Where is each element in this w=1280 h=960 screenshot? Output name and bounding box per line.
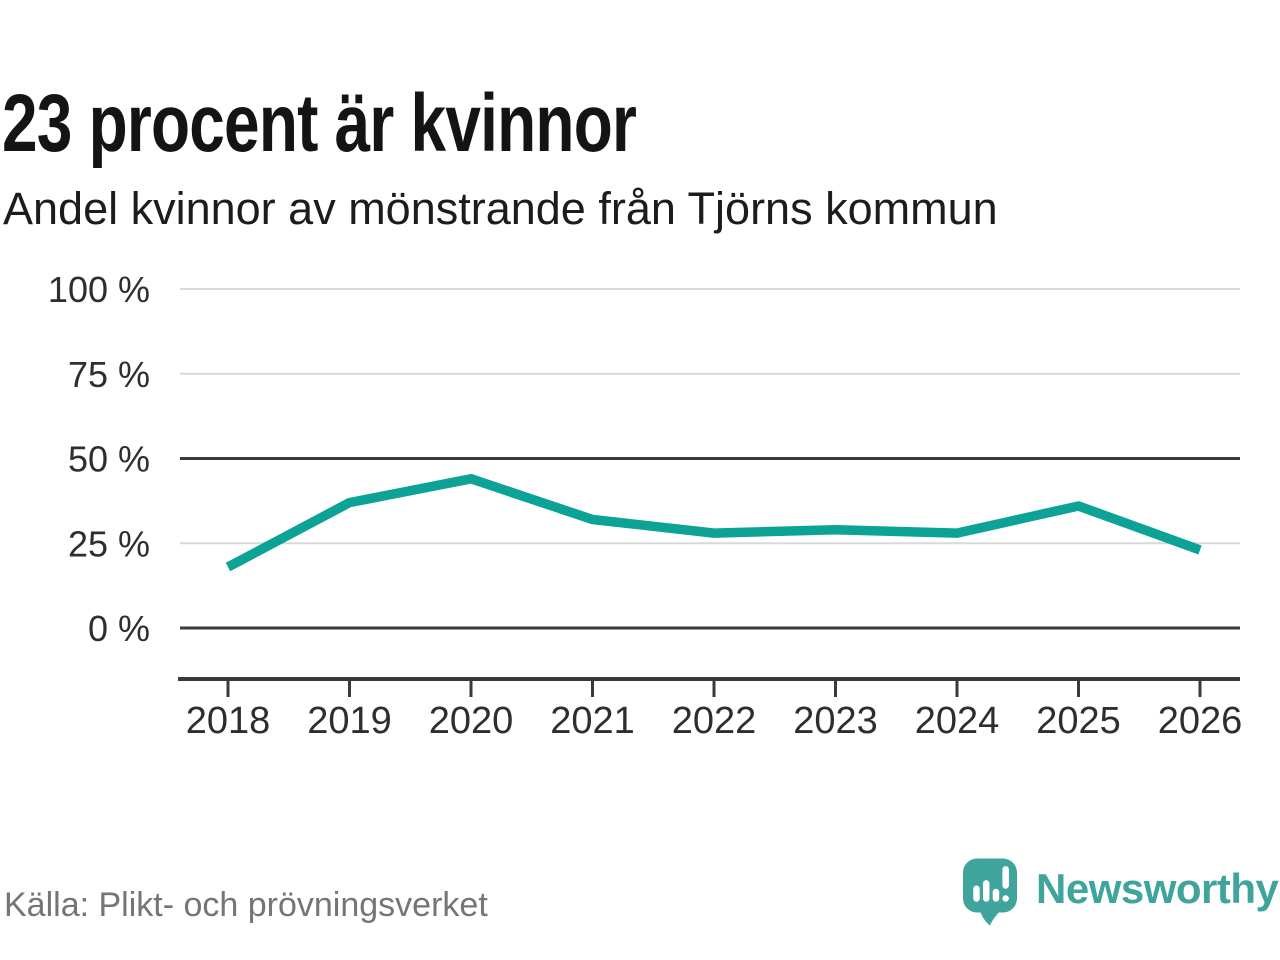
page-title: 23 procent är kvinnor [2,77,637,169]
y-axis-label: 0 % [88,608,150,649]
speech-bubble-tail [979,908,1003,926]
newsworthy-logo-icon [963,858,1017,926]
newsworthy-logo: Newsworthy [963,858,1279,926]
y-axis-label: 75 % [68,354,150,395]
data-line [225,474,1202,572]
source-note: Källa: Plikt- och prövningsverket [4,886,488,924]
chart-subtitle: Andel kvinnor av mönstrande från Tjörns … [3,183,998,234]
y-axis-label: 100 % [48,269,150,310]
logo-bar-1 [973,885,980,902]
x-axis-label: 2024 [915,700,1000,742]
newsworthy-wordmark: Newsworthy [1036,865,1279,912]
x-axis-label: 2018 [186,700,271,742]
line-chart: 100 % 75 % 50 % 25 % 0 % 2018 2019 2020 2021 2022… [48,269,1243,742]
logo-exclamation-bar [1002,866,1009,889]
y-axis-label: 50 % [68,439,150,480]
y-axis-label: 25 % [68,523,150,564]
x-axis-label: 2026 [1158,700,1243,742]
x-axis-label: 2022 [672,700,757,742]
logo-bar-3 [992,888,1000,902]
x-axis-label: 2019 [307,700,392,742]
x-axis-label: 2021 [550,700,635,742]
x-axis-label: 2020 [429,700,514,742]
x-axis-label: 2025 [1036,700,1121,742]
logo-exclamation-dot [1002,895,1009,902]
x-axis-label: 2023 [793,700,878,742]
speech-bubble-shape [963,858,1017,913]
logo-bar-2 [982,880,990,902]
